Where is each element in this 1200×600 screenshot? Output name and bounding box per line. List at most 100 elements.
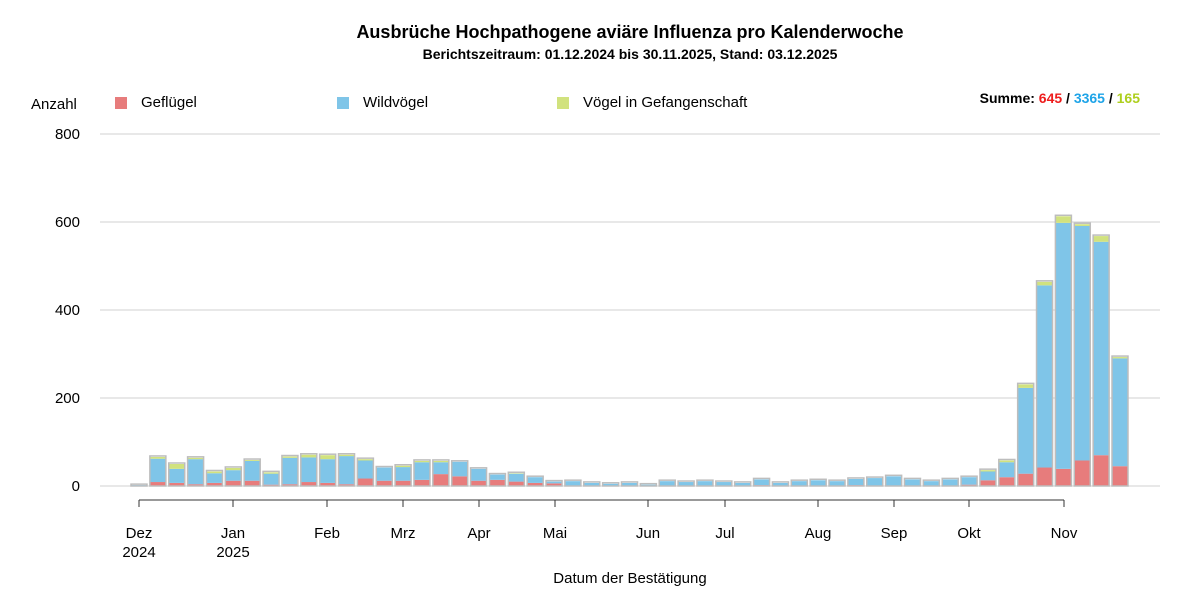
x-tick-sublabel: 2024 xyxy=(122,544,155,561)
y-tick-label: 400 xyxy=(55,302,80,319)
bar-segment-gefangenschaft xyxy=(244,460,261,461)
bar-segment-wildvoegel xyxy=(357,460,374,479)
bar-segment-gefluegel xyxy=(244,480,261,486)
y-tick-label: 0 xyxy=(72,478,80,495)
summe-separator: / xyxy=(1104,90,1117,106)
bar-segment-gefangenschaft xyxy=(1036,281,1053,286)
summe-separator: / xyxy=(1062,90,1074,106)
bar-segment-wildvoegel xyxy=(168,468,185,483)
bar-outline xyxy=(620,481,639,487)
chart-subtitle: Berichtszeitraum: 01.12.2024 bis 30.11.2… xyxy=(422,46,838,62)
bar-outline xyxy=(941,477,959,487)
summe-wildvoegel: 3365 xyxy=(1073,90,1105,106)
bar-segment-gefangenschaft xyxy=(1055,216,1072,223)
bar-segment-wildvoegel xyxy=(1093,241,1110,456)
bar-segment-gefluegel xyxy=(168,482,185,486)
x-tick-sublabel: 2025 xyxy=(216,544,249,561)
bar-segment-gefluegel xyxy=(546,483,563,486)
x-tick-label: Sep xyxy=(881,525,908,542)
bar-segment-wildvoegel xyxy=(508,473,525,482)
bar-segment-wildvoegel xyxy=(583,482,600,486)
bar-outline xyxy=(507,471,526,487)
bar-outline xyxy=(979,468,997,487)
bar-outline xyxy=(601,482,620,487)
x-axis-label: Datum der Bestätigung xyxy=(553,570,707,587)
bar-segment-gefluegel xyxy=(149,482,166,486)
bar-segment-gefangenschaft xyxy=(395,465,412,468)
bar-segment-wildvoegel xyxy=(885,476,902,486)
x-tick-label: Aug xyxy=(805,525,832,542)
bar-outline xyxy=(224,466,243,487)
bar-outline xyxy=(884,474,903,487)
bar-segment-gefluegel xyxy=(432,474,449,486)
bar-segment-wildvoegel xyxy=(470,468,487,481)
bar-segment-gefluegel xyxy=(206,482,223,486)
x-tick-label: Feb xyxy=(314,525,340,542)
bar-outline xyxy=(413,459,431,487)
bar-segment-wildvoegel xyxy=(734,482,751,486)
bar-outline xyxy=(469,467,488,487)
bar-segment-wildvoegel xyxy=(263,473,280,485)
bar-segment-wildvoegel xyxy=(696,481,713,486)
bar-segment-wildvoegel xyxy=(979,471,996,481)
bar-segment-wildvoegel xyxy=(753,479,770,486)
y-tick-label: 600 xyxy=(55,214,80,231)
bar-segment-wildvoegel xyxy=(923,481,940,486)
bar-segment-wildvoegel xyxy=(281,457,298,485)
bar-outline xyxy=(809,478,827,487)
bar-segment-wildvoegel xyxy=(866,478,883,486)
bar-outline xyxy=(658,479,676,487)
bar-outline xyxy=(998,458,1016,487)
bar-segment-gefluegel xyxy=(451,476,468,486)
bar-segment-wildvoegel xyxy=(659,481,676,486)
legend-item-gefangenschaft: Vögel in Gefangenschaft xyxy=(557,94,747,111)
bar-outline xyxy=(243,458,261,487)
bar-segment-gefangenschaft xyxy=(187,457,204,460)
bar-segment-wildvoegel xyxy=(149,458,166,483)
bar-segment-gefluegel xyxy=(508,481,525,486)
bar-segment-wildvoegel xyxy=(772,482,789,486)
bar-outline xyxy=(394,464,412,487)
bar-segment-gefangenschaft xyxy=(225,467,242,471)
bar-segment-gefluegel xyxy=(1017,473,1034,486)
bar-outline xyxy=(432,459,450,487)
bar-segment-wildvoegel xyxy=(300,457,317,483)
bar-outline xyxy=(356,457,375,487)
bar-outline xyxy=(960,475,978,487)
bar-segment-wildvoegel xyxy=(527,477,544,483)
bar-segment-wildvoegel xyxy=(904,479,921,486)
bar-segment-wildvoegel xyxy=(1074,225,1091,461)
bar-segment-gefluegel xyxy=(376,480,393,486)
bar-segment-wildvoegel xyxy=(319,459,336,483)
bar-segment-wildvoegel xyxy=(791,481,808,486)
x-tick-label: Mai xyxy=(543,525,567,542)
bar-outline xyxy=(564,479,582,487)
bar-segment-gefluegel xyxy=(225,480,242,486)
bar-segment-wildvoegel xyxy=(621,482,638,486)
legend-swatch xyxy=(337,96,349,109)
bar-segment-wildvoegel xyxy=(489,474,506,480)
bar-outline xyxy=(375,465,393,487)
bar-outline xyxy=(262,470,280,487)
bar-outline xyxy=(526,475,544,487)
summe-totals: Summe: 645 / 3365 / 165 xyxy=(980,90,1140,106)
bar-segment-gefluegel xyxy=(979,480,996,486)
x-tick-label: Dez xyxy=(126,525,153,542)
bar-outline xyxy=(583,481,601,487)
bar-segment-gefangenschaft xyxy=(1093,236,1110,242)
bar-segment-gefluegel xyxy=(413,479,430,486)
x-tick-label: Jul xyxy=(715,525,734,542)
bar-outline xyxy=(922,479,941,487)
bar-segment-wildvoegel xyxy=(961,477,978,485)
bar-segment-gefangenschaft xyxy=(263,472,280,474)
bar-outline xyxy=(1073,222,1092,487)
bar-segment-gefluegel xyxy=(1036,467,1053,486)
bar-segment-wildvoegel xyxy=(1112,358,1128,467)
bar-outline xyxy=(205,469,224,487)
bar-segment-gefangenschaft xyxy=(1074,224,1091,226)
bar-segment-gefluegel xyxy=(187,484,204,486)
bar-outline xyxy=(1035,280,1054,487)
bar-outline xyxy=(715,480,733,487)
bar-outline xyxy=(733,481,752,487)
